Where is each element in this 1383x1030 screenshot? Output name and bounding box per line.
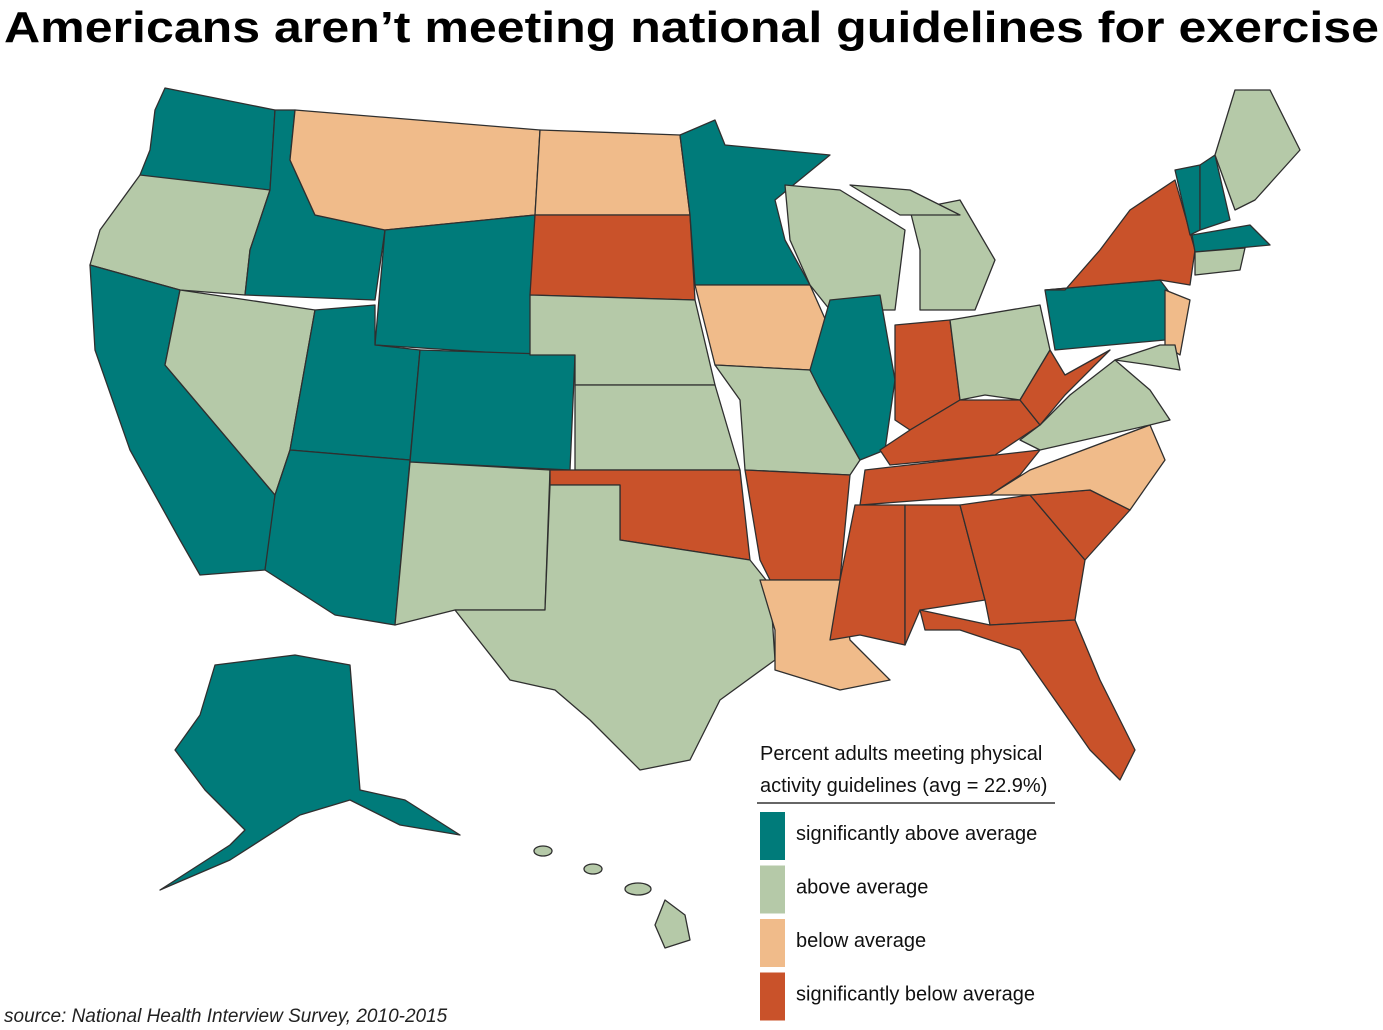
state xyxy=(849,184,961,216)
legend: Percent adults meeting physical activity… xyxy=(757,743,1055,1021)
state xyxy=(1019,359,1171,451)
state xyxy=(1194,247,1246,276)
state xyxy=(264,449,411,626)
states xyxy=(89,87,1301,949)
state xyxy=(694,284,831,371)
state xyxy=(583,863,603,875)
state xyxy=(574,384,741,471)
state xyxy=(374,214,536,356)
source: source: National Health Interview Survey… xyxy=(4,1006,448,1027)
state xyxy=(1044,179,1196,291)
state xyxy=(529,214,696,301)
legend-label: above average xyxy=(796,877,928,899)
legend-swatch xyxy=(760,865,785,914)
state xyxy=(289,109,541,231)
state xyxy=(454,484,776,771)
state xyxy=(624,882,652,896)
state xyxy=(919,609,1136,781)
state xyxy=(409,349,576,471)
state xyxy=(159,654,461,891)
state xyxy=(1199,154,1231,231)
legend-label: significantly above average xyxy=(796,823,1037,845)
legend-title: Percent adults meeting physical xyxy=(760,743,1042,765)
state xyxy=(744,469,851,581)
legend-swatch xyxy=(760,812,785,860)
state xyxy=(1114,344,1181,371)
state xyxy=(654,899,691,949)
state xyxy=(139,87,276,191)
state xyxy=(909,199,996,311)
legend-label: below average xyxy=(796,930,926,952)
legend-swatch xyxy=(760,972,785,1021)
legend-label: significantly below average xyxy=(796,984,1035,1006)
legend-swatch xyxy=(760,919,785,967)
state xyxy=(1164,289,1191,356)
state xyxy=(904,504,986,646)
state xyxy=(1019,349,1111,426)
state xyxy=(534,129,691,216)
state xyxy=(1214,89,1301,211)
state xyxy=(1191,224,1271,253)
state xyxy=(989,424,1166,511)
state xyxy=(533,845,553,857)
state xyxy=(679,119,831,286)
title: Americans aren’t meeting national guidel… xyxy=(4,3,1379,52)
state xyxy=(394,461,551,626)
legend-title: activity guidelines (avg = 22.9%) xyxy=(760,775,1047,797)
state xyxy=(809,294,896,461)
